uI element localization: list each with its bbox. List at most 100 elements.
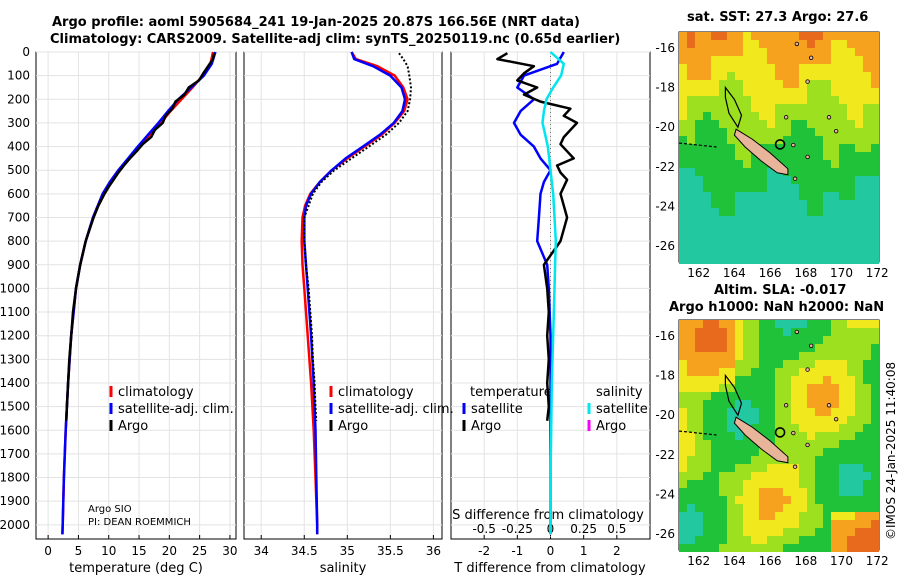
map-cell <box>703 472 711 480</box>
map-cell <box>847 56 855 64</box>
map-cell <box>711 72 719 80</box>
map-cell <box>719 440 727 448</box>
map-cell <box>759 208 767 216</box>
map-cell <box>687 128 695 136</box>
map-cell <box>751 464 759 472</box>
map-cell <box>679 104 687 112</box>
map-cell <box>759 496 767 504</box>
map-cell <box>863 448 871 456</box>
map-cell <box>679 184 687 192</box>
map-cell <box>727 256 735 264</box>
map-cell <box>687 328 695 336</box>
map-cell <box>719 88 727 96</box>
map-cell <box>839 56 847 64</box>
map-cell <box>783 472 791 480</box>
map-cell <box>767 216 775 224</box>
map-cell <box>799 392 807 400</box>
map-cell <box>831 320 839 328</box>
map-cell <box>831 472 839 480</box>
map-cell <box>735 384 743 392</box>
map-cell <box>711 520 719 528</box>
map-cell <box>719 120 727 128</box>
map-cell <box>807 192 815 200</box>
map-cell <box>719 368 727 376</box>
map-cell <box>719 472 727 480</box>
map-cell <box>807 536 815 544</box>
map-cell <box>743 200 751 208</box>
map-cell <box>815 544 823 552</box>
map-cell <box>783 32 791 40</box>
map-cell <box>855 512 863 520</box>
map-lon-tick-label: 162 <box>687 266 710 280</box>
map-cell <box>695 152 703 160</box>
map-cell <box>679 48 687 56</box>
map-cell <box>751 200 759 208</box>
map-cell <box>855 248 863 256</box>
map-cell <box>847 120 855 128</box>
map-cell <box>679 400 687 408</box>
map-cell <box>847 88 855 96</box>
map-cell <box>767 328 775 336</box>
map-cell <box>815 104 823 112</box>
map-cell <box>791 376 799 384</box>
map-cell <box>711 320 719 328</box>
map-cell <box>695 536 703 544</box>
map-cell <box>871 240 879 248</box>
map-cell <box>791 320 799 328</box>
map-cell <box>751 80 759 88</box>
map-cell <box>807 448 815 456</box>
map-cell <box>807 176 815 184</box>
map-cell <box>759 320 767 328</box>
map-cell <box>767 168 775 176</box>
map-cell <box>751 328 759 336</box>
map-cell <box>815 112 823 120</box>
map-cell <box>751 504 759 512</box>
map-cell <box>799 328 807 336</box>
map-cell <box>831 96 839 104</box>
map-cell <box>871 488 879 496</box>
map-cell <box>687 424 695 432</box>
map-cell <box>775 488 783 496</box>
map-cell <box>815 376 823 384</box>
sst-map <box>678 31 880 264</box>
map-cell <box>871 168 879 176</box>
map-cell <box>823 528 831 536</box>
map-cell <box>727 328 735 336</box>
map-cell <box>767 424 775 432</box>
map-cell <box>775 400 783 408</box>
map-cell <box>751 216 759 224</box>
map-cell <box>775 176 783 184</box>
map-cell <box>847 208 855 216</box>
map-cell <box>711 192 719 200</box>
map-cell <box>871 504 879 512</box>
map-cell <box>855 168 863 176</box>
map-cell <box>703 456 711 464</box>
map-cell <box>847 216 855 224</box>
map-cell <box>767 512 775 520</box>
map-cell <box>759 216 767 224</box>
map-cell <box>799 520 807 528</box>
map-cell <box>735 248 743 256</box>
map-cell <box>799 448 807 456</box>
map-cell <box>871 496 879 504</box>
map-cell <box>719 352 727 360</box>
map-cell <box>743 336 751 344</box>
map-cell <box>807 432 815 440</box>
map-cell <box>727 104 735 112</box>
map-cell <box>727 240 735 248</box>
map-cell <box>727 464 735 472</box>
map-cell <box>783 336 791 344</box>
map-cell <box>719 160 727 168</box>
x-tick-label: 0 <box>547 544 555 558</box>
map-cell <box>767 208 775 216</box>
map-cell <box>743 128 751 136</box>
map-cell <box>679 328 687 336</box>
map-cell <box>687 536 695 544</box>
small-island <box>792 176 798 181</box>
map-cell <box>679 528 687 536</box>
map-cell <box>855 352 863 360</box>
map-cell <box>719 512 727 520</box>
map-cell <box>743 72 751 80</box>
map-cell <box>743 480 751 488</box>
map-cell <box>687 208 695 216</box>
